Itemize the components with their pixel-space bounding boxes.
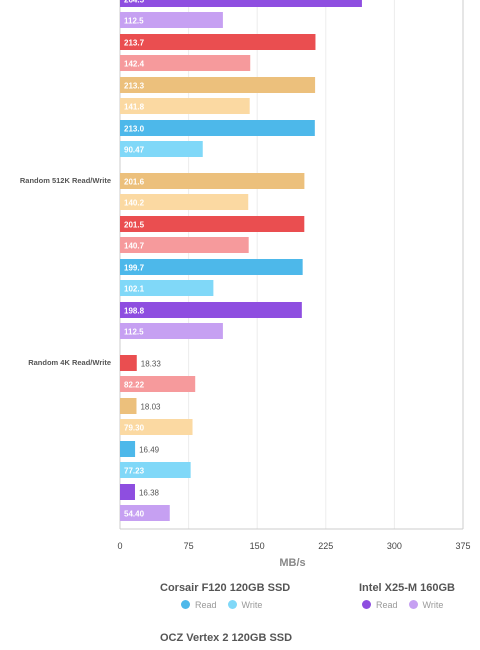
data-label: 198.8 [124,307,145,316]
data-label: 141.8 [124,103,145,112]
bar-ocz-vertex-2-120gb-ssd-write-random-4k-read-write [120,419,193,435]
data-label: 264.5 [124,0,145,5]
legend-item-intel-read: Read [362,600,398,610]
bar-drive-d-write-sequential-read-write [120,55,251,71]
data-label: 142.4 [124,60,145,69]
bar-corsair-f120-120gb-ssd-read-random-512k-read-write [120,259,303,275]
data-label: 201.5 [124,221,145,230]
bar-drive-d-read-random-4k-read-write [120,355,137,371]
bar-intel-x25-m-160gb-read-random-4k-read-write [120,484,135,500]
bar-intel-x25-m-160gb-write-random-512k-read-write [120,323,223,339]
bar-ocz-vertex-2-120gb-ssd-read-random-512k-read-write [120,173,305,189]
bar-intel-x25-m-160gb-write-sequential-read-write [120,12,223,28]
legend-item-corsair-read: Read [181,600,217,610]
bar-corsair-f120-120gb-ssd-write-sequential-read-write [120,141,203,157]
legend-title-corsair: Corsair F120 120GB SSD [160,582,291,594]
data-label: 18.33 [141,360,162,369]
bar-drive-d-write-random-4k-read-write [120,376,196,392]
tick-label-225: 225 [318,541,333,551]
bar-ocz-vertex-2-120gb-ssd-write-sequential-read-write [120,98,250,114]
tick-label-0: 0 [117,541,122,551]
legend-dot-icon [181,600,190,609]
legend-read-label: Read [195,600,217,610]
data-label: 112.5 [124,328,144,337]
x-axis-label: MB/s [279,557,305,569]
legend-write-label: Write [422,600,444,610]
data-label: 79.30 [124,424,145,433]
data-label: 90.47 [124,146,145,155]
tick-label-375: 375 [455,541,470,551]
legend-title-intel: Intel X25-M 160GB [359,582,455,594]
legend-dot-icon [408,600,418,609]
bar-intel-x25-m-160gb-write-random-4k-read-write [120,505,170,521]
data-label: 82.22 [124,381,145,390]
bar-corsair-f120-120gb-ssd-read-random-4k-read-write [120,441,136,457]
bar-corsair-f120-120gb-ssd-read-sequential-read-write [120,120,315,136]
legend-read-label: Read [376,600,398,610]
bar-intel-x25-m-160gb-read-random-512k-read-write [120,302,302,318]
bar-drive-d-read-random-512k-read-write [120,216,305,232]
bar-corsair-f120-120gb-ssd-write-random-512k-read-write [120,280,214,296]
legend-row-corsair: Read Write [181,600,273,610]
legend-dot-icon [362,600,371,609]
legend-item-corsair-write: Write [227,600,263,610]
data-label: 140.7 [124,242,145,251]
data-label: 102.1 [124,285,145,294]
category-label-random-4k-read-write: Random 4K Read/Write [28,358,111,367]
data-label: 213.3 [124,82,145,91]
bar-ocz-vertex-2-120gb-ssd-write-random-512k-read-write [120,194,249,210]
data-label: 16.49 [139,446,160,455]
legend-row-intel: Read Write [362,600,454,610]
data-label: 213.0 [124,125,145,134]
legend-dot-icon [227,600,237,609]
data-label: 140.2 [124,199,145,208]
bar-ocz-vertex-2-120gb-ssd-read-sequential-read-write [120,77,316,93]
data-label: 213.7 [124,39,145,48]
data-label: 77.23 [124,467,145,476]
data-label: 54.40 [124,510,145,519]
data-label: 112.5 [124,17,144,26]
bar-corsair-f120-120gb-ssd-write-random-4k-read-write [120,462,191,478]
bar-ocz-vertex-2-120gb-ssd-read-random-4k-read-write [120,398,137,414]
data-label: 201.6 [124,178,145,187]
legend-item-intel-write: Write [408,600,444,610]
data-label: 18.03 [140,403,161,412]
tick-label-150: 150 [250,541,265,551]
data-label: 16.38 [139,489,160,498]
category-label-random-512k-read-write: Random 512K Read/Write [20,176,111,185]
legend-write-label: Write [241,600,263,610]
tick-label-300: 300 [387,541,402,551]
data-label: 199.7 [124,264,145,273]
bar-intel-x25-m-160gb-read-sequential-read-write [120,0,362,7]
tick-label-75: 75 [184,541,194,551]
bar-drive-d-write-random-512k-read-write [120,237,249,253]
bar-drive-d-read-sequential-read-write [120,34,316,50]
legend-title-ocz: OCZ Vertex 2 120GB SSD [160,632,293,644]
